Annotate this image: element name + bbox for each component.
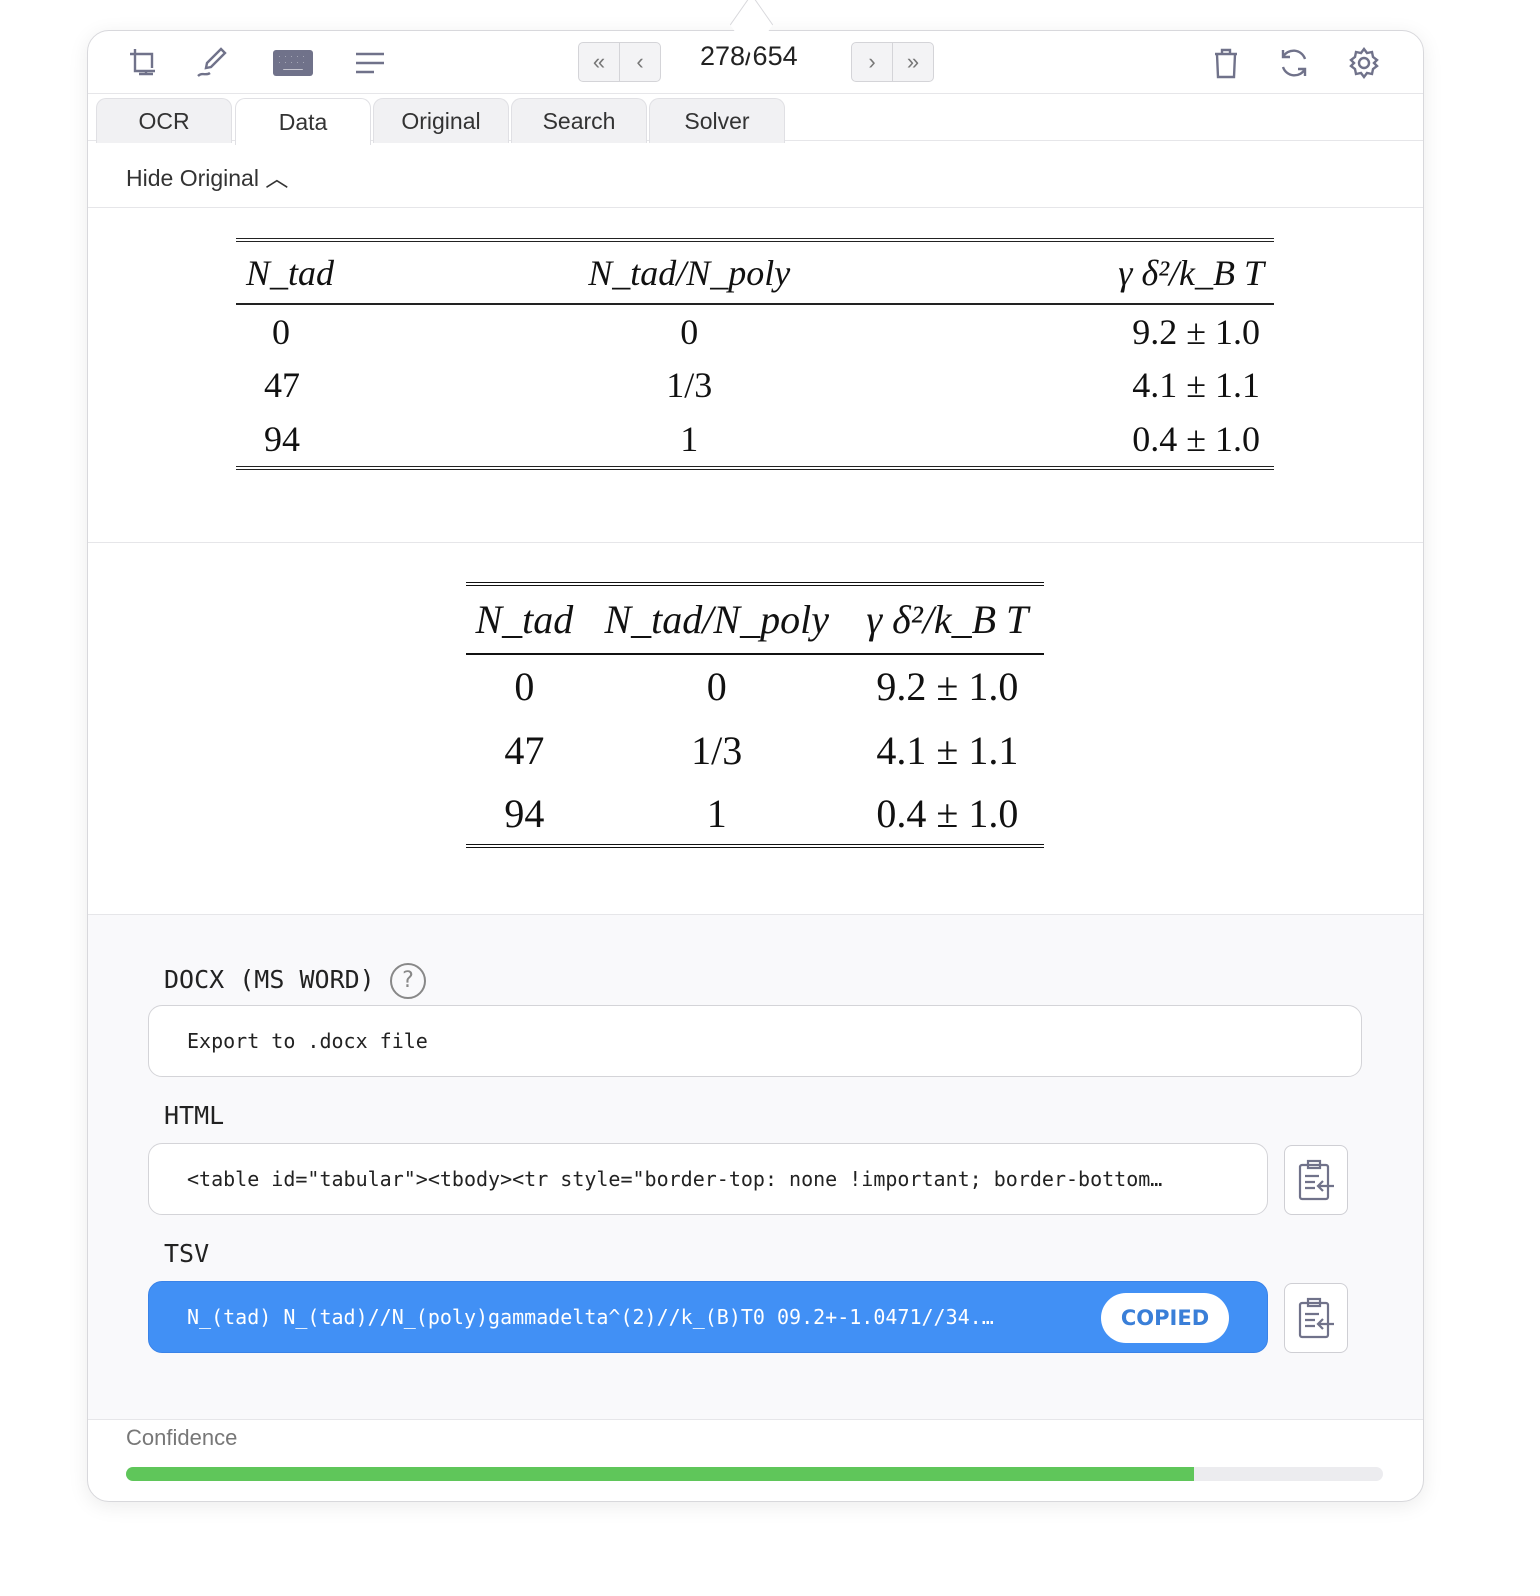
chevron-up-icon: ︿ — [265, 165, 289, 191]
html-output-field[interactable]: <table id="tabular"><tbody><tr style="bo… — [148, 1143, 1268, 1215]
clipboard-icon — [1298, 1297, 1334, 1339]
cell: 47 — [264, 365, 300, 405]
nav-back-group: « ‹ — [578, 42, 661, 82]
cell: 1/3 — [691, 727, 743, 773]
docx-label-text: DOCX (MS WORD) — [164, 965, 375, 994]
tab-search[interactable]: Search — [511, 98, 647, 143]
help-icon[interactable]: ? — [389, 963, 426, 999]
screenshot-icon[interactable] — [124, 43, 164, 83]
refresh-icon[interactable] — [1274, 43, 1314, 83]
cell: 4.1 ± 1.1 — [1132, 365, 1260, 405]
cell: 47 — [504, 727, 545, 773]
text-lines-icon[interactable] — [350, 43, 390, 83]
tsv-value: N_(tad) N_(tad)//N_(poly)gammadelta^(2)/… — [187, 1305, 994, 1329]
header-cell: γ δ²/k_B T — [1118, 252, 1264, 293]
cell: 9.2 ± 1.0 — [876, 664, 1019, 709]
cell: 1 — [680, 419, 699, 459]
tab-ocr[interactable]: OCR — [96, 98, 232, 143]
cell: 0 — [706, 664, 727, 709]
clipboard-icon — [1298, 1159, 1334, 1201]
copy-tsv-button[interactable] — [1284, 1283, 1348, 1353]
html-label: HTML — [164, 1101, 225, 1130]
confidence-bar — [126, 1467, 1383, 1481]
cell: 0.4 ± 1.0 — [876, 790, 1019, 836]
hide-original-label: Hide Original — [126, 165, 259, 191]
docx-export-button[interactable]: Export to .docx file — [148, 1005, 1362, 1077]
first-page-button[interactable]: « — [592, 49, 606, 74]
trash-icon[interactable] — [1206, 43, 1246, 83]
nav-forward-group: › » — [851, 42, 934, 82]
cell: 1 — [706, 790, 727, 836]
rendered-table-preview: N_tad N_tad/N_poly γ δ²/k_B T 0 0 9.2 ± 1.0 … — [88, 542, 1423, 915]
copied-badge: COPIED — [1101, 1293, 1229, 1343]
ocr-result-window: « ‹ 278/654 › » OCR Data Original Search… — [87, 30, 1424, 1502]
tsv-output-field[interactable]: N_(tad) N_(tad)//N_(poly)gammadelta^(2)/… — [148, 1281, 1268, 1353]
original-image: N_tad N_tad/N_poly γ δ²/k_B T 0 0 9.2 ± 1.0 … — [88, 207, 1423, 543]
docx-label: DOCX (MS WORD) ? — [164, 963, 426, 999]
export-panel: DOCX (MS WORD) ? Export to .docx file HT… — [88, 915, 1423, 1420]
header-cell: N_tad — [475, 597, 574, 642]
tsv-label: TSV — [164, 1239, 210, 1268]
rendered-table: N_tad N_tad/N_poly γ δ²/k_B T 0 0 9.2 ± 1.0 … — [466, 582, 1044, 848]
cell: 0.4 ± 1.0 — [1132, 419, 1260, 459]
cell: 1/3 — [666, 365, 713, 405]
pen-icon[interactable] — [192, 43, 232, 83]
cell: 0 — [272, 311, 290, 352]
cell: 0 — [680, 311, 699, 352]
tab-solver[interactable]: Solver — [649, 98, 785, 143]
header-cell: N_tad — [246, 252, 335, 293]
last-page-button[interactable]: » — [892, 43, 933, 81]
gear-icon[interactable] — [1344, 43, 1384, 83]
confidence-label: Confidence — [126, 1425, 238, 1450]
cell: 94 — [504, 790, 545, 836]
tab-bar: OCR Data Original Search Solver — [88, 94, 1423, 145]
copy-html-button[interactable] — [1284, 1145, 1348, 1215]
next-page-button[interactable]: › — [868, 49, 876, 74]
tab-data[interactable]: Data — [235, 98, 371, 145]
prev-page-button[interactable]: ‹ — [619, 43, 660, 81]
cell: 94 — [264, 419, 300, 459]
header-cell: N_tad/N_poly — [604, 597, 829, 642]
cell: 0 — [514, 664, 535, 709]
toolbar: « ‹ 278/654 › » — [88, 31, 1423, 94]
original-table: N_tad N_tad/N_poly γ δ²/k_B T 0 0 9.2 ± 1.0 … — [236, 238, 1274, 470]
tab-original[interactable]: Original — [373, 98, 509, 143]
hide-original-toggle[interactable]: Hide Original ︿ — [126, 159, 288, 193]
header-cell: γ δ²/k_B T — [866, 597, 1029, 642]
keyboard-icon[interactable] — [268, 43, 318, 83]
cell: 9.2 ± 1.0 — [1132, 311, 1260, 352]
cell: 4.1 ± 1.1 — [876, 727, 1019, 773]
confidence-bar-fill — [126, 1467, 1195, 1481]
header-cell: N_tad/N_poly — [588, 252, 791, 293]
